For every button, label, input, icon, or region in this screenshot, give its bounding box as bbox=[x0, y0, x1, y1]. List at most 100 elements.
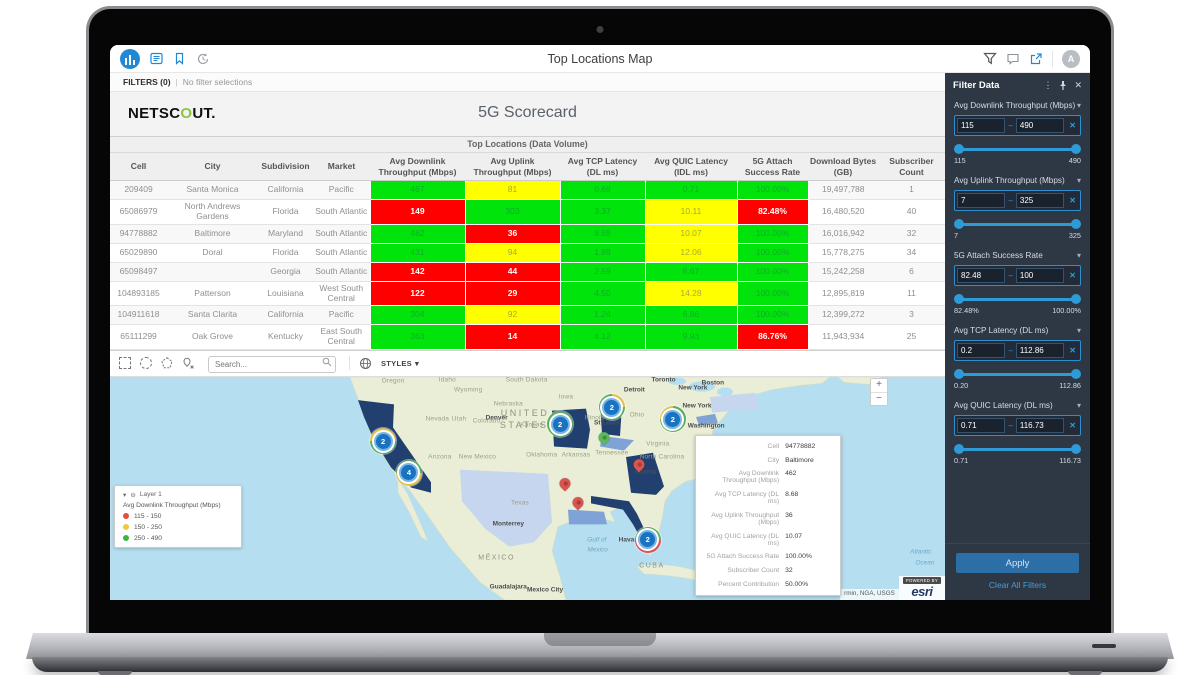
td-uplink[interactable]: 36 bbox=[464, 223, 561, 244]
td-city[interactable] bbox=[167, 262, 258, 282]
td-city[interactable]: Santa Clarita bbox=[167, 305, 258, 326]
td-attach-rate[interactable]: 100.00% bbox=[736, 305, 809, 326]
td-market[interactable]: Pacific bbox=[313, 180, 370, 201]
range-min-input[interactable]: 0.2 bbox=[957, 343, 1006, 358]
table-row[interactable]: 104911618 Santa Clarita California Pacific 3… bbox=[110, 305, 945, 326]
td-attach-rate[interactable]: 82.48% bbox=[736, 199, 809, 225]
td-tcp-latency[interactable]: 2.59 bbox=[559, 261, 646, 282]
td-quic-latency[interactable]: 10.07 bbox=[644, 223, 738, 244]
td-subscriber-count[interactable]: 11 bbox=[878, 281, 945, 307]
td-cell[interactable]: 65098497 bbox=[110, 262, 167, 282]
range-min-input[interactable]: 82.48 bbox=[957, 268, 1006, 283]
td-quic-latency[interactable]: 14.28 bbox=[644, 280, 738, 307]
range-slider[interactable] bbox=[954, 444, 1081, 454]
zoom-out-button[interactable]: − bbox=[871, 391, 887, 405]
td-subscriber-count[interactable]: 1 bbox=[878, 180, 945, 201]
slider-handle-max[interactable] bbox=[1071, 294, 1081, 304]
slider-handle-max[interactable] bbox=[1071, 219, 1081, 229]
zoom-in-button[interactable]: + bbox=[871, 378, 887, 392]
td-market[interactable]: South Atlantic bbox=[313, 243, 370, 263]
column-header[interactable]: Subdivision bbox=[258, 153, 313, 182]
td-city[interactable]: Doral bbox=[167, 243, 258, 263]
table-row[interactable]: 65098497 Georgia South Atlantic 142 44 2.59 6.… bbox=[110, 261, 945, 282]
table-row[interactable]: 209409 Santa Monica California Pacific 467 81… bbox=[110, 180, 945, 201]
td-subdivision[interactable]: Maryland bbox=[258, 224, 313, 244]
td-downlink[interactable]: 304 bbox=[369, 305, 466, 326]
td-subscriber-count[interactable]: 32 bbox=[878, 224, 945, 244]
slider-handle-max[interactable] bbox=[1071, 369, 1081, 379]
slider-handle-min[interactable] bbox=[954, 294, 964, 304]
cluster-marker[interactable]: 2 bbox=[659, 406, 686, 433]
charts-icon[interactable] bbox=[120, 48, 140, 69]
td-tcp-latency[interactable]: 1.89 bbox=[559, 242, 646, 263]
td-attach-rate[interactable]: 100.00% bbox=[736, 223, 809, 244]
td-subdivision[interactable]: Kentucky bbox=[258, 324, 313, 350]
avatar[interactable]: A bbox=[1062, 49, 1080, 68]
range-max-input[interactable]: 490 bbox=[1015, 118, 1065, 133]
filter-icon[interactable] bbox=[983, 52, 997, 66]
range-max-input[interactable]: 116.73 bbox=[1015, 418, 1065, 433]
td-tcp-latency[interactable]: 4.50 bbox=[559, 280, 646, 307]
search-input[interactable] bbox=[208, 355, 336, 373]
td-subdivision[interactable]: Florida bbox=[258, 243, 313, 263]
td-market[interactable]: South Atlantic bbox=[313, 262, 370, 282]
td-subscriber-count[interactable]: 3 bbox=[878, 305, 945, 326]
td-download-bytes[interactable]: 16,480,520 bbox=[808, 199, 878, 225]
td-market[interactable]: Pacific bbox=[313, 305, 370, 326]
range-slider[interactable] bbox=[954, 219, 1081, 229]
clear-range-icon[interactable]: ✕ bbox=[1069, 196, 1076, 205]
range-slider[interactable] bbox=[954, 294, 1081, 304]
slider-handle-min[interactable] bbox=[954, 369, 964, 379]
chevron-down-icon[interactable]: ▾ bbox=[1076, 176, 1081, 185]
td-attach-rate[interactable]: 100.00% bbox=[736, 180, 809, 201]
td-downlink[interactable]: 149 bbox=[369, 199, 466, 225]
range-min-input[interactable]: 115 bbox=[957, 118, 1006, 133]
chevron-down-icon[interactable]: ▾ bbox=[1076, 251, 1081, 260]
bookmark-icon[interactable] bbox=[173, 52, 186, 65]
column-header[interactable]: Avg QUIC Latency (IDL ms) bbox=[645, 153, 737, 182]
slider-track[interactable] bbox=[958, 372, 1077, 376]
range-min-input[interactable]: 7 bbox=[957, 193, 1006, 208]
comment-icon[interactable] bbox=[1006, 52, 1020, 66]
td-city[interactable]: Patterson bbox=[167, 281, 258, 307]
marquee-select-icon[interactable] bbox=[119, 357, 131, 370]
slider-track[interactable] bbox=[958, 297, 1077, 301]
clear-range-icon[interactable]: ✕ bbox=[1069, 421, 1076, 430]
td-quic-latency[interactable]: 0.71 bbox=[644, 180, 738, 201]
range-max-input[interactable]: 112.86 bbox=[1015, 343, 1065, 358]
range-max-input[interactable]: 100 bbox=[1015, 268, 1065, 283]
styles-dropdown[interactable]: STYLES ▾ bbox=[381, 358, 420, 368]
slider-handle-max[interactable] bbox=[1071, 144, 1081, 154]
slider-handle-max[interactable] bbox=[1071, 444, 1081, 454]
pin-panel-icon[interactable] bbox=[1059, 80, 1067, 90]
column-header[interactable]: Download Bytes (GB) bbox=[808, 153, 878, 182]
td-tcp-latency[interactable]: 8.68 bbox=[559, 223, 646, 244]
td-tcp-latency[interactable]: 1.24 bbox=[559, 305, 646, 326]
table-row[interactable]: 65111299 Oak Grove Kentucky East South Cent… bbox=[110, 324, 945, 350]
td-download-bytes[interactable]: 12,895,819 bbox=[808, 281, 878, 307]
apply-button[interactable]: Apply bbox=[956, 553, 1079, 573]
td-download-bytes[interactable]: 12,399,272 bbox=[808, 305, 878, 326]
td-download-bytes[interactable]: 19,497,788 bbox=[808, 180, 878, 201]
td-subscriber-count[interactable]: 34 bbox=[878, 243, 945, 263]
td-download-bytes[interactable]: 11,943,934 bbox=[808, 324, 878, 350]
td-city[interactable]: North Andrews Gardens bbox=[167, 199, 258, 225]
td-quic-latency[interactable]: 12.06 bbox=[644, 242, 738, 263]
td-subscriber-count[interactable]: 25 bbox=[878, 324, 945, 350]
column-header[interactable]: Subscriber Count bbox=[878, 153, 945, 182]
range-slider[interactable] bbox=[954, 144, 1081, 154]
td-uplink[interactable]: 94 bbox=[464, 242, 561, 263]
td-downlink[interactable]: 363 bbox=[369, 324, 466, 350]
td-market[interactable]: West South Central bbox=[313, 281, 370, 307]
td-tcp-latency[interactable]: 0.69 bbox=[559, 180, 646, 201]
td-download-bytes[interactable]: 15,242,258 bbox=[808, 262, 878, 282]
cluster-marker[interactable]: 2 bbox=[634, 526, 661, 553]
td-uplink[interactable]: 44 bbox=[464, 261, 561, 282]
cluster-marker[interactable]: 4 bbox=[395, 459, 422, 486]
range-max-input[interactable]: 325 bbox=[1015, 193, 1065, 208]
slider-track[interactable] bbox=[958, 222, 1077, 226]
td-cell[interactable]: 65086979 bbox=[110, 199, 167, 225]
td-market[interactable]: East South Central bbox=[313, 324, 370, 350]
range-min-input[interactable]: 0.71 bbox=[957, 418, 1006, 433]
table-row[interactable]: 65086979 North Andrews Gardens Florida Sout… bbox=[110, 199, 945, 225]
